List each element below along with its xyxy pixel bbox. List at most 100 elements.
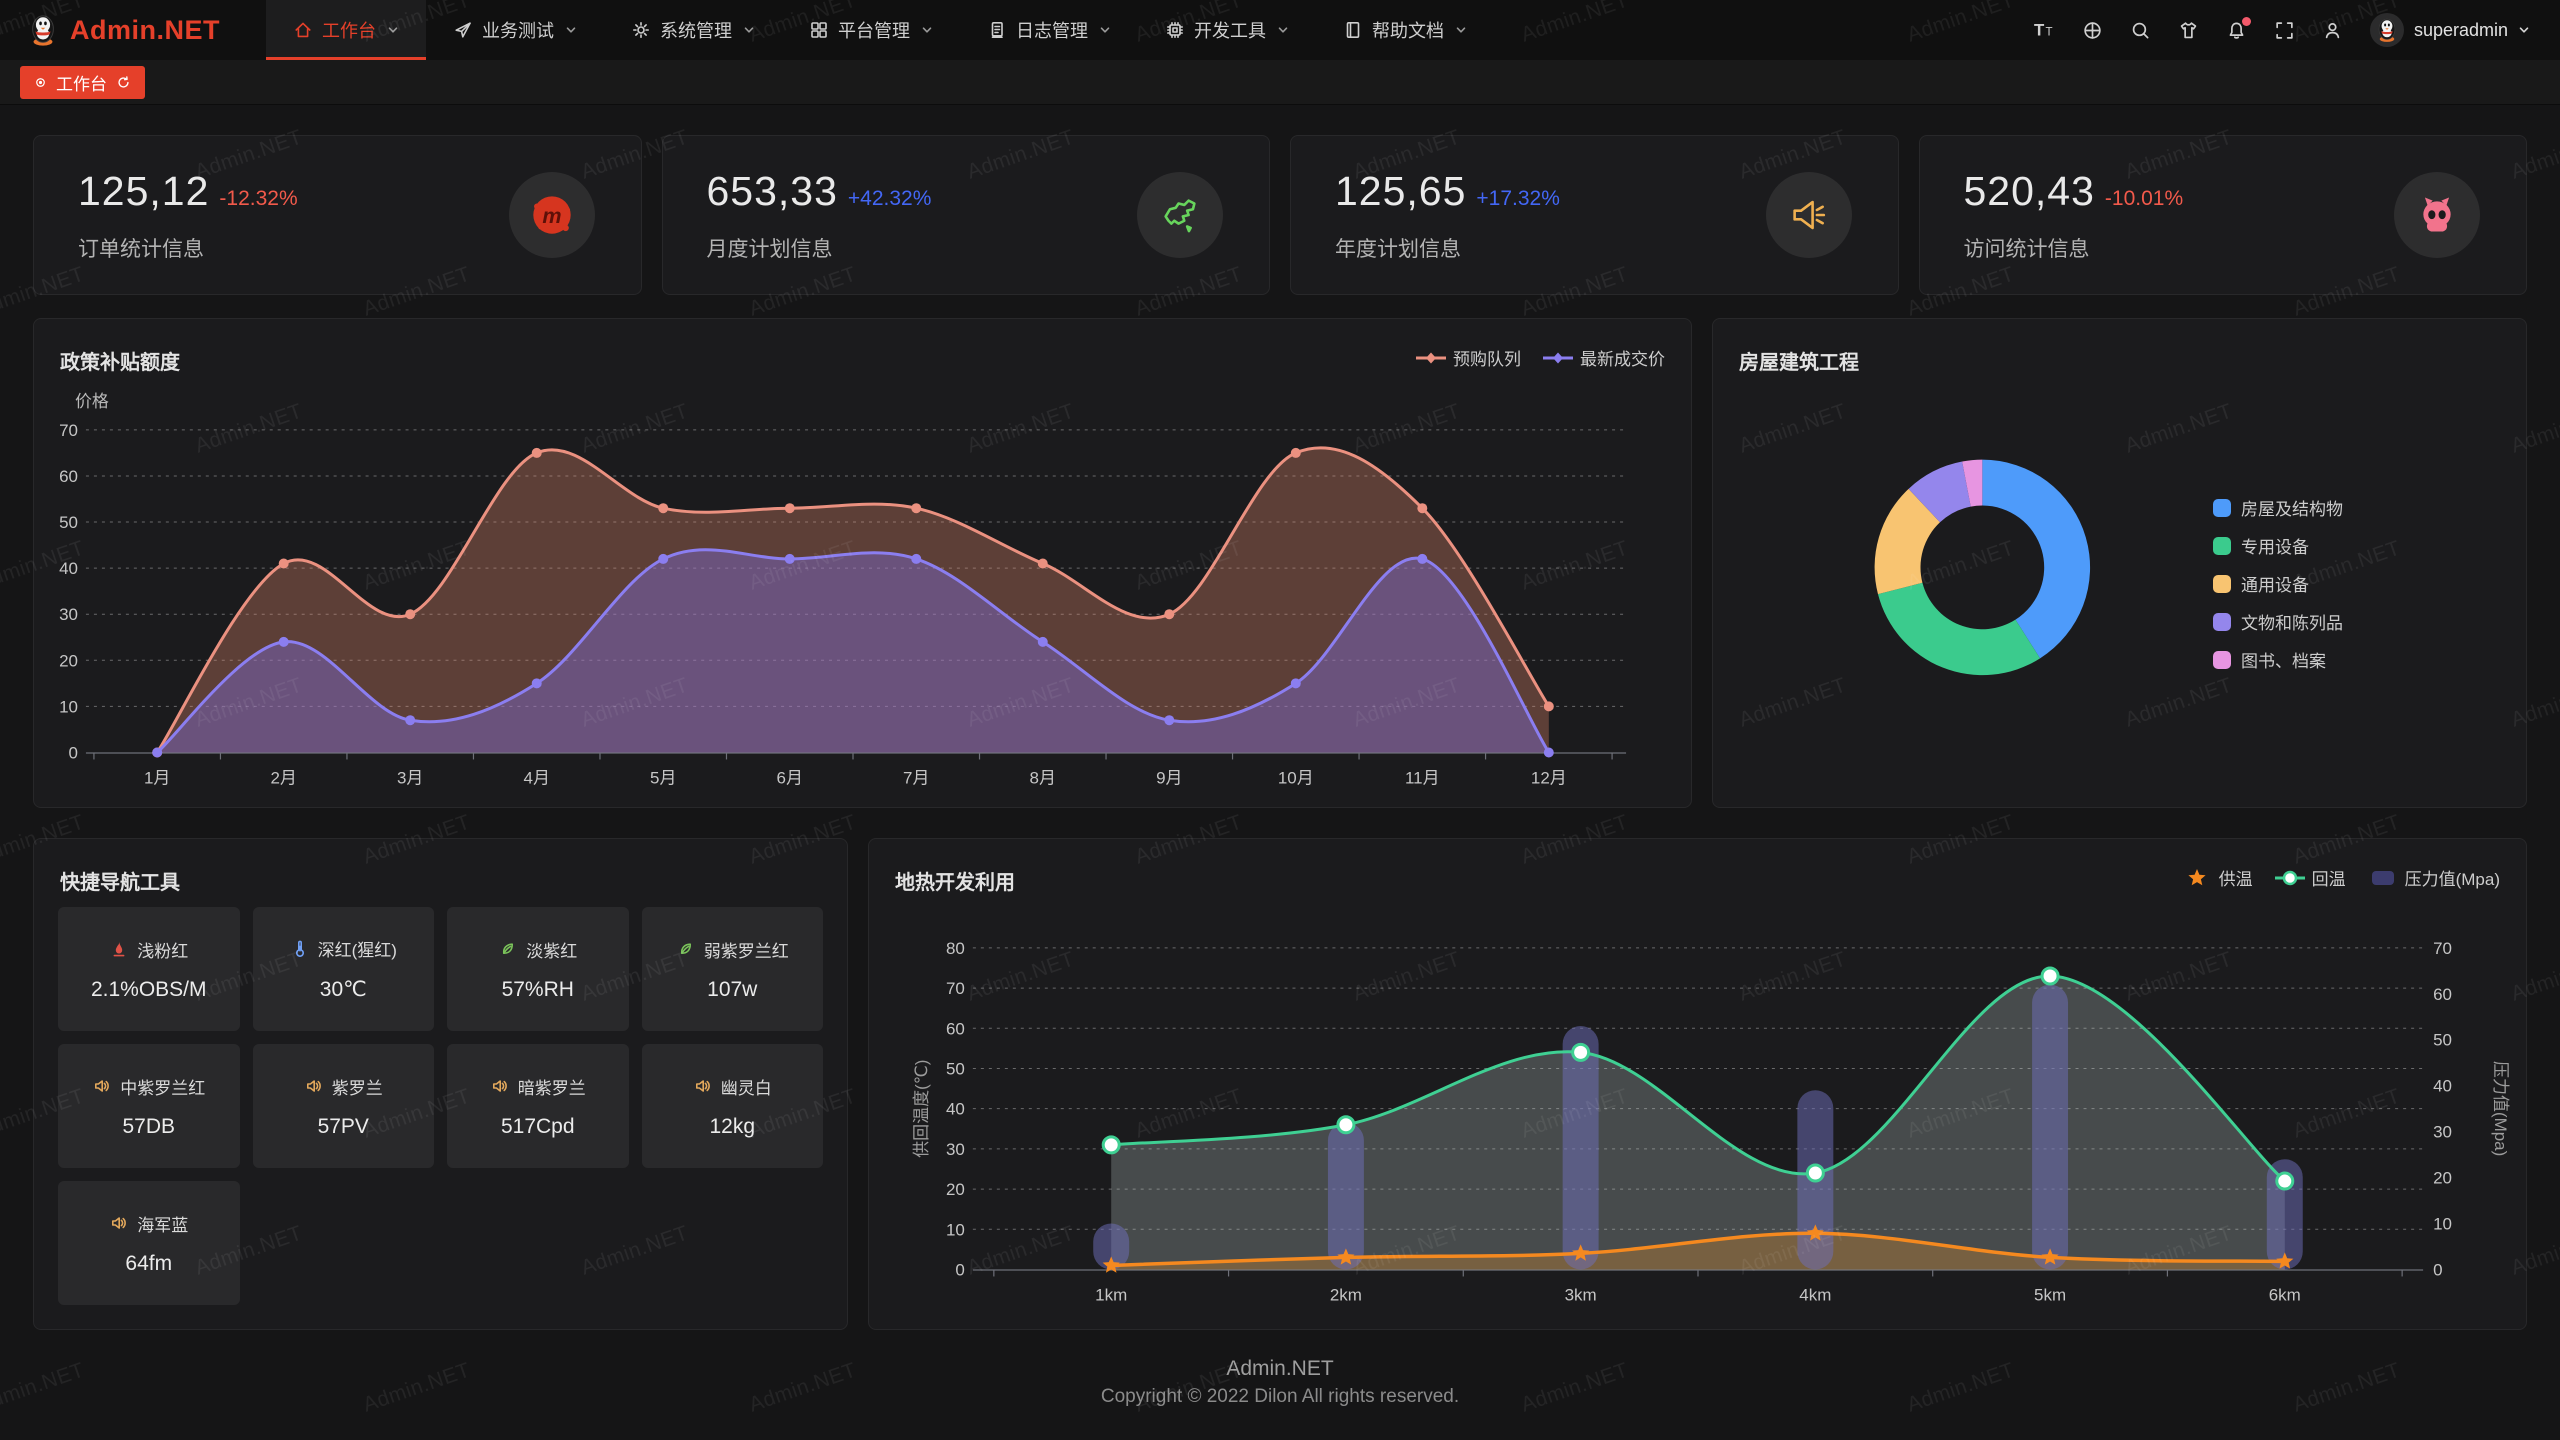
stat-label: 月度计划信息: [706, 237, 833, 261]
chip-icon: [1165, 20, 1185, 40]
svg-text:3月: 3月: [397, 768, 423, 787]
nav-item-label: 平台管理: [838, 21, 910, 41]
refresh-icon[interactable]: [115, 74, 132, 91]
svg-text:30: 30: [946, 1140, 965, 1159]
nav-item-label: 系统管理: [660, 21, 732, 41]
geo-legend-item-1[interactable]: 回温: [2274, 865, 2346, 890]
translate-icon[interactable]: [2082, 20, 2103, 41]
pie-legend-item-1[interactable]: 专用设备: [2213, 533, 2309, 558]
svg-text:20: 20: [2433, 1169, 2452, 1188]
pie-legend-item-3[interactable]: 文物和陈列品: [2213, 609, 2343, 634]
legend-item-0[interactable]: 预购队列: [1416, 345, 1521, 370]
svg-text:30: 30: [59, 605, 78, 624]
quick-nav-value: 107w: [707, 977, 758, 1001]
svg-text:2km: 2km: [1330, 1285, 1362, 1304]
svg-text:供回温度(℃): 供回温度(℃): [912, 1060, 931, 1158]
pie-legend-item-2[interactable]: 通用设备: [2213, 571, 2309, 596]
nav-item-log-mgmt[interactable]: 日志管理: [960, 0, 1138, 60]
svg-text:10: 10: [946, 1220, 965, 1239]
svg-text:5km: 5km: [2034, 1285, 2066, 1304]
meetup-icon: m: [508, 172, 595, 258]
svg-text:30: 30: [2433, 1123, 2452, 1142]
app-title: Admin.NET: [70, 14, 220, 45]
svg-text:3km: 3km: [1565, 1285, 1597, 1304]
stat-delta: +17.32%: [1476, 186, 1560, 210]
quick-nav-item-7[interactable]: 幽灵白 12kg: [641, 1044, 823, 1168]
quick-nav-item-0[interactable]: 浅粉红 2.1%OBS/M: [58, 907, 240, 1031]
stat-card-2: 125,65 +17.32% 年度计划信息: [1290, 135, 1899, 295]
nav-item-dev-tools[interactable]: 开发工具: [1138, 0, 1316, 60]
main-nav: 工作台 业务测试 系统管理 平台管理 日志管理 开发工具 帮助文档: [266, 0, 1494, 60]
profile-icon[interactable]: [2322, 20, 2343, 41]
quick-nav-value: 64fm: [125, 1251, 173, 1275]
chevron-down-icon: [743, 24, 755, 36]
nav-item-help-docs[interactable]: 帮助文档: [1316, 0, 1494, 60]
quick-nav-name: 淡紫红: [526, 941, 578, 961]
quick-nav-value: 517Cpd: [500, 1114, 575, 1138]
leaf-icon: [676, 939, 696, 959]
nav-item-platform-mgmt[interactable]: 平台管理: [782, 0, 960, 60]
speaker-icon: [304, 1076, 324, 1096]
svg-text:0: 0: [955, 1260, 964, 1279]
pie-legend-label: 专用设备: [2241, 538, 2309, 557]
user-avatar: [2369, 13, 2404, 47]
nav-item-system-mgmt[interactable]: 系统管理: [604, 0, 782, 60]
quick-nav-name: 弱紫罗兰红: [703, 941, 789, 961]
speaker-icon: [490, 1076, 510, 1096]
nav-item-label: 业务测试: [482, 21, 554, 41]
quick-nav-item-6[interactable]: 暗紫罗兰 517Cpd: [447, 1044, 629, 1168]
svg-text:40: 40: [59, 559, 78, 578]
quick-nav-value: 30℃: [319, 978, 367, 1001]
svg-text:2月: 2月: [270, 768, 296, 787]
pie-legend-label: 文物和陈列品: [2241, 614, 2343, 633]
geo-legend-item-2[interactable]: 压力值(Mpa): [2368, 865, 2500, 890]
svg-text:8月: 8月: [1030, 768, 1056, 787]
quick-nav-item-1[interactable]: 深红(猩红) 30℃: [252, 907, 434, 1031]
nav-item-workbench[interactable]: 工作台: [266, 0, 426, 60]
app-logo[interactable]: Admin.NET: [26, 0, 220, 60]
stat-delta: +42.32%: [847, 186, 932, 210]
svg-text:70: 70: [59, 421, 78, 440]
svg-text:50: 50: [59, 513, 78, 532]
chevron-down-icon: [2518, 24, 2530, 36]
home-icon: [293, 20, 313, 40]
geo-legend-label: 供温: [2218, 870, 2253, 889]
quick-nav-name: 中紫罗兰红: [120, 1078, 206, 1098]
quick-nav-item-5[interactable]: 紫罗兰 57PV: [252, 1044, 434, 1168]
quick-nav-item-8[interactable]: 海军蓝 64fm: [58, 1181, 240, 1305]
svg-text:10月: 10月: [1278, 768, 1314, 787]
user-menu[interactable]: superadmin: [2369, 13, 2530, 47]
quick-nav-name: 幽灵白: [720, 1078, 772, 1098]
quick-nav-item-2[interactable]: 淡紫红 57%RH: [447, 907, 629, 1031]
send-icon: [453, 20, 473, 40]
stat-value: 125,65: [1335, 167, 1467, 214]
svg-text:0: 0: [69, 743, 78, 762]
stat-text: 653,33 +42.32% 月度计划信息: [707, 168, 932, 263]
quick-nav-item-3[interactable]: 弱紫罗兰红 107w: [641, 907, 823, 1031]
quick-nav-item-4[interactable]: 中紫罗兰红 57DB: [58, 1044, 240, 1168]
nav-item-business-test[interactable]: 业务测试: [426, 0, 604, 60]
stat-cards-row: 125,12 -12.32% 订单统计信息 m 653,33 +42.32% 月度计划信息 1…: [33, 135, 2527, 295]
notification-bell-icon[interactable]: [2226, 16, 2251, 41]
panel-title-housing: 房屋建筑工程: [1739, 352, 1859, 374]
svg-text:9月: 9月: [1156, 768, 1182, 787]
pie-legend-label: 图书、档案: [2241, 652, 2326, 671]
stat-delta: -10.01%: [2104, 186, 2184, 210]
fullscreen-icon[interactable]: [2274, 20, 2295, 41]
chevron-down-icon: [565, 24, 577, 36]
pie-legend-item-0[interactable]: 房屋及结构物: [2213, 495, 2343, 520]
pie-legend-label: 房屋及结构物: [2241, 500, 2343, 519]
geo-legend-item-0[interactable]: 供温: [2182, 865, 2253, 890]
quick-nav-name: 暗紫罗兰: [517, 1078, 586, 1098]
pie-legend-item-4[interactable]: 图书、档案: [2213, 647, 2326, 672]
chevron-down-icon: [1099, 24, 1111, 36]
tab-workbench[interactable]: 工作台: [20, 65, 145, 99]
theme-shirt-icon[interactable]: [2178, 20, 2199, 41]
svg-text:10: 10: [2433, 1215, 2452, 1234]
pie-legend-swatch: [2213, 574, 2231, 593]
svg-text:11月: 11月: [1405, 768, 1440, 787]
search-icon[interactable]: [2130, 20, 2151, 41]
quick-nav-value: 12kg: [709, 1114, 756, 1138]
legend-item-1[interactable]: 最新成交价: [1543, 345, 1665, 370]
